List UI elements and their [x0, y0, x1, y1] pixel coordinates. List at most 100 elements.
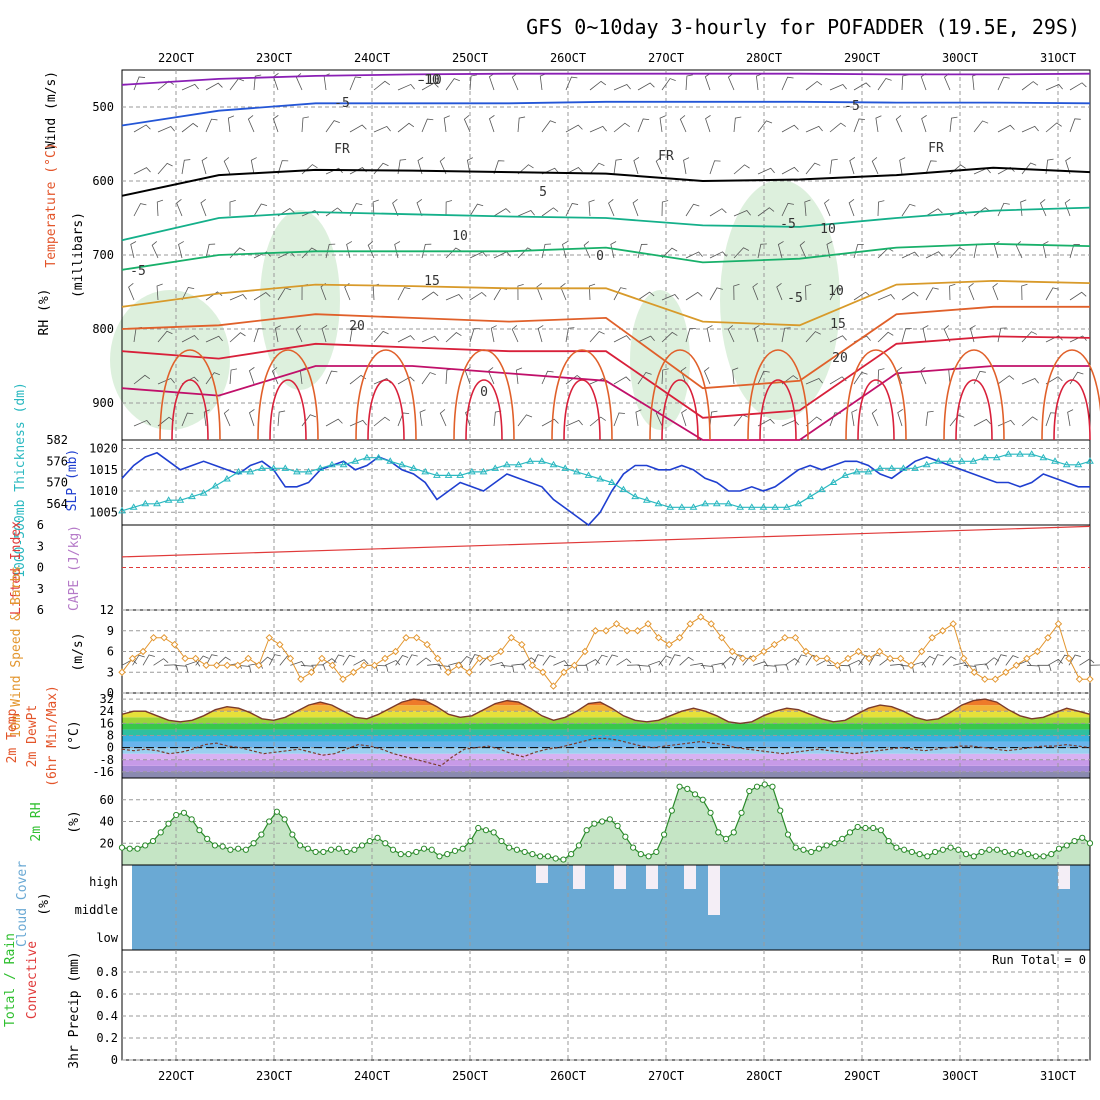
wind-barb [757, 243, 767, 259]
y-axis-label: (°C) [67, 720, 82, 751]
x-tick-label-top: 30OCT [942, 51, 978, 65]
wind-barb [421, 335, 439, 343]
wind-barb [325, 120, 340, 133]
rh-marker [126, 845, 133, 852]
thickness-marker [677, 503, 686, 510]
rh-marker [1055, 845, 1063, 852]
wind-barb [295, 325, 303, 343]
temp-band [122, 723, 1090, 730]
thickness-marker [981, 453, 989, 461]
wind-barb [661, 294, 679, 301]
y-tick-label: 32 [100, 692, 114, 706]
wind-barb [795, 654, 808, 666]
wind-barb [205, 243, 216, 259]
x-tick-label-top: 27OCT [648, 51, 684, 65]
thickness-marker [479, 467, 488, 475]
x-tick-label-top: 22OCT [158, 51, 194, 65]
rh-marker [753, 783, 761, 790]
wind-barb [733, 164, 750, 175]
wind-speed-marker [865, 654, 873, 663]
wind-barb [373, 80, 391, 91]
x-tick-label-bottom: 27OCT [648, 1069, 684, 1083]
thickness-marker [409, 464, 418, 471]
wind-barb [608, 199, 615, 217]
wind-barb [128, 283, 135, 301]
rh-marker [444, 851, 451, 858]
wind-speed-marker [770, 640, 779, 649]
rh-shading [110, 290, 230, 430]
wind-speed-marker [949, 620, 957, 628]
wind-speed-marker [591, 627, 600, 635]
isotherm-lobe [661, 379, 699, 441]
wind-barb [156, 283, 163, 301]
wind-barb [373, 416, 391, 427]
thickness-marker [328, 460, 336, 468]
wind-barb [521, 657, 537, 666]
y-tick-label: high [89, 875, 118, 889]
wind-barb [227, 115, 235, 133]
wind-barb [565, 419, 583, 427]
wind-speed-marker [1044, 633, 1052, 642]
wind-barb [541, 243, 552, 259]
wind-barb [216, 656, 231, 666]
wind-barb [925, 287, 939, 301]
wind-barb [176, 199, 183, 217]
thickness-marker [607, 478, 616, 485]
wind-barb [565, 166, 583, 175]
wind-barb [871, 409, 879, 427]
wind-barb [637, 82, 655, 91]
rh-marker [645, 853, 652, 860]
wind-speed-marker [844, 654, 852, 663]
thickness-marker [817, 485, 826, 493]
isotherm--5 [121, 100, 1091, 127]
wind-barb [588, 199, 595, 217]
isotherm-lobe [465, 379, 503, 441]
isotherm-lobe [857, 379, 895, 441]
thickness-marker [537, 457, 546, 464]
thickness-marker [153, 499, 161, 507]
wind-barb [661, 200, 669, 217]
wind-barb [271, 367, 279, 385]
wind-speed-marker [970, 668, 978, 676]
rh-marker [560, 856, 567, 863]
y-tick-label: 16 [100, 716, 114, 730]
wind-barb [253, 74, 262, 91]
wind-barb [685, 203, 700, 217]
wind-barb [1021, 162, 1037, 175]
wind-barb [397, 376, 415, 385]
wind-speed-marker [665, 640, 673, 649]
wind-barb [829, 158, 838, 175]
y-tick-label: 582 [46, 433, 68, 447]
y-axis-label: (millibars) [71, 212, 86, 298]
wind-speed-marker [1075, 675, 1084, 683]
rh-marker [901, 846, 908, 853]
rh-marker [583, 827, 590, 834]
y-axis-label: Total / Rain [3, 933, 18, 1027]
rh-marker [1024, 851, 1032, 858]
wind-barb [709, 287, 723, 301]
wind-speed-marker [760, 647, 768, 656]
wind-barb [181, 159, 191, 175]
isotherm-lobe [943, 349, 1005, 441]
wind-barb [373, 330, 389, 343]
contour-label: -5 [780, 217, 796, 232]
temp-band [122, 705, 1090, 712]
wind-barb [392, 199, 399, 217]
thickness-marker [223, 474, 231, 482]
wind-speed-marker [875, 647, 884, 656]
wind-barb [536, 283, 543, 301]
contour-label: -5 [334, 96, 350, 111]
isotherm-lobe [1053, 379, 1091, 441]
cloud-gap [708, 865, 720, 915]
temp-band [122, 729, 1090, 736]
rh-marker [451, 847, 459, 854]
wind-speed-marker [170, 640, 179, 649]
thickness-marker [899, 464, 908, 471]
thickness-marker [887, 464, 896, 471]
lifted-index-line [121, 525, 1091, 558]
contour-label: FR [928, 141, 944, 156]
rh-marker [289, 831, 296, 838]
temp-band [122, 717, 1090, 724]
isotherm-lobe [355, 349, 417, 441]
wind-barb [205, 335, 223, 343]
